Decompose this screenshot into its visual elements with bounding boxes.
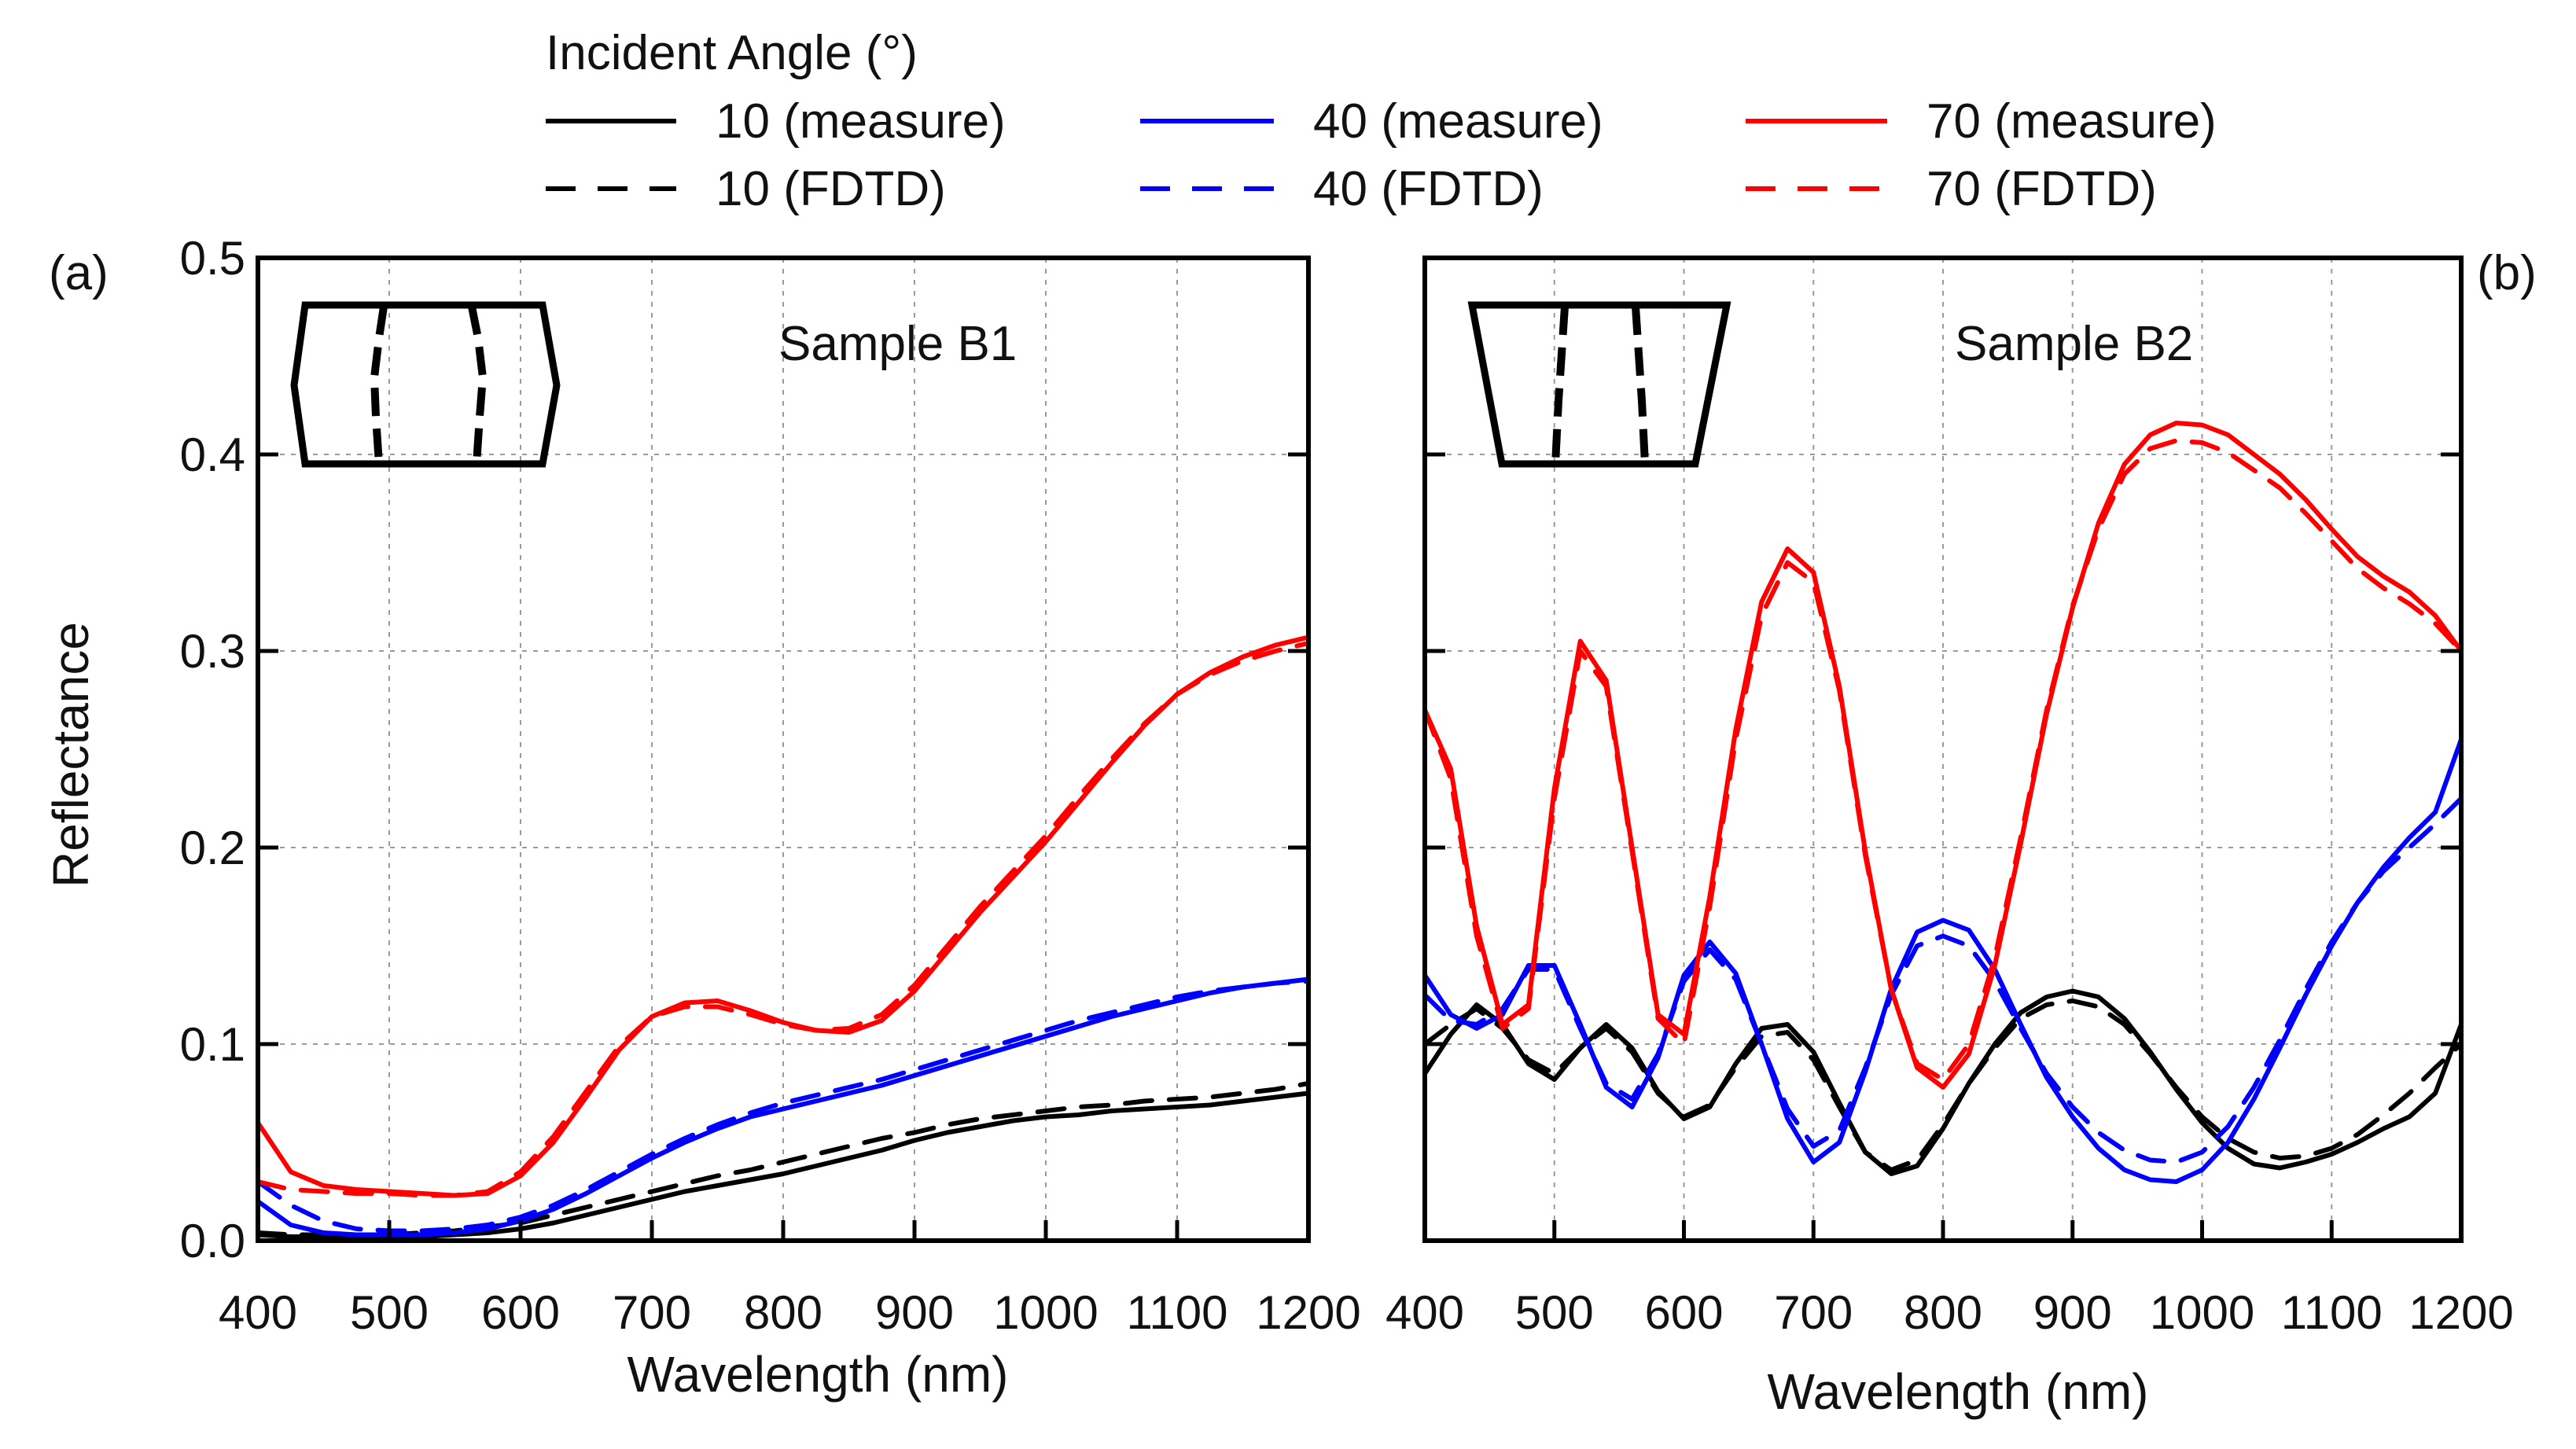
legend-entry-10-measure: 10 (measure) xyxy=(546,94,1006,149)
legend-title: Incident Angle (°) xyxy=(546,26,918,80)
series-line-70-fdtd xyxy=(256,641,1311,1198)
x-tick-label: 1000 xyxy=(2150,1286,2254,1339)
x-tick-label: 400 xyxy=(219,1286,297,1339)
y-tick-label: 0.4 xyxy=(180,428,245,481)
x-tick-label: 500 xyxy=(350,1286,429,1339)
legend-label: 40 (measure) xyxy=(1313,94,1603,149)
series-line-40-measure xyxy=(1422,737,2464,1184)
x-tick-label: 800 xyxy=(1904,1286,1982,1339)
panel-a-gridlines xyxy=(258,258,1308,1241)
legend-label: 40 (FDTD) xyxy=(1313,162,1544,216)
panel-b-series-group xyxy=(1422,421,2464,1184)
y-axis-title: Reflectance xyxy=(42,622,99,888)
y-tick-label: 0.1 xyxy=(180,1018,245,1071)
x-tick-label: 600 xyxy=(481,1286,560,1339)
x-tick-label: 1100 xyxy=(2281,1286,2383,1339)
legend-entry-70-fdtd: 70 (FDTD) xyxy=(1746,162,2157,216)
x-tick-label: 900 xyxy=(2033,1286,2112,1339)
y-tick-label: 0.5 xyxy=(180,232,245,285)
panel-b: (b) Wavelength (nm) 400 500 600 700 800 900 10… xyxy=(1386,246,2537,1420)
legend-label: 70 (FDTD) xyxy=(1926,162,2157,216)
y-tick-label: 0.3 xyxy=(180,625,245,678)
panel-b-ticks: 400 500 600 700 800 900 1000 1100 1200 xyxy=(1386,256,2514,1339)
legend-label: 10 (measure) xyxy=(716,94,1006,149)
legend-entry-40-fdtd: 40 (FDTD) xyxy=(1140,162,1544,216)
x-tick-label: 700 xyxy=(1774,1286,1853,1339)
series-line-70-measure xyxy=(1422,421,2464,1090)
panel-a-label: (a) xyxy=(49,246,109,300)
series-line-40-fdtd xyxy=(256,979,1311,1234)
series-line-40-measure xyxy=(256,976,1311,1238)
y-tick-label: 0.2 xyxy=(180,822,245,874)
x-axis-title: Wavelength (nm) xyxy=(1768,1363,2149,1420)
x-tick-label: 500 xyxy=(1515,1286,1594,1339)
x-tick-label: 400 xyxy=(1386,1286,1464,1339)
legend: Incident Angle (°) 10 (measure) 10 (FDTD… xyxy=(546,26,2217,216)
legend-label: 70 (measure) xyxy=(1926,94,2217,149)
legend-entry-70-measure: 70 (measure) xyxy=(1746,94,2217,149)
series-line-10-fdtd xyxy=(1422,998,2464,1172)
x-tick-label: 1200 xyxy=(2409,1286,2513,1339)
x-tick-label: 900 xyxy=(875,1286,954,1339)
x-tick-label: 800 xyxy=(744,1286,822,1339)
panel-b-gridlines xyxy=(1425,258,2461,1241)
panel-a-ticks: 400 500 600 700 800 900 1000 1100 1200 0.0 0.1 0.2 0… xyxy=(180,232,1361,1339)
x-axis-title: Wavelength (nm) xyxy=(627,1346,1009,1403)
sample-annotation: Sample B1 xyxy=(778,317,1017,371)
legend-entry-10-fdtd: 10 (FDTD) xyxy=(546,162,946,216)
sample-annotation: Sample B2 xyxy=(1955,317,2193,371)
x-tick-label: 1000 xyxy=(993,1286,1098,1339)
x-tick-label: 1100 xyxy=(1126,1286,1227,1339)
panel-a-series-group xyxy=(256,634,1311,1239)
series-line-40-fdtd xyxy=(1422,796,2464,1164)
panel-b-label: (b) xyxy=(2477,246,2537,300)
panel-a: (a) Reflectance Wavelength (nm) 400 500 60… xyxy=(42,232,1361,1403)
legend-label: 10 (FDTD) xyxy=(716,162,946,216)
x-tick-label: 1200 xyxy=(1256,1286,1360,1339)
x-tick-label: 600 xyxy=(1644,1286,1723,1339)
y-tick-label: 0.0 xyxy=(180,1215,245,1267)
x-tick-label: 700 xyxy=(613,1286,691,1339)
structure-inset-icon xyxy=(1467,301,1731,468)
structure-inset-icon xyxy=(290,301,561,468)
legend-entry-40-measure: 40 (measure) xyxy=(1140,94,1603,149)
series-line-70-fdtd xyxy=(1422,438,2464,1082)
